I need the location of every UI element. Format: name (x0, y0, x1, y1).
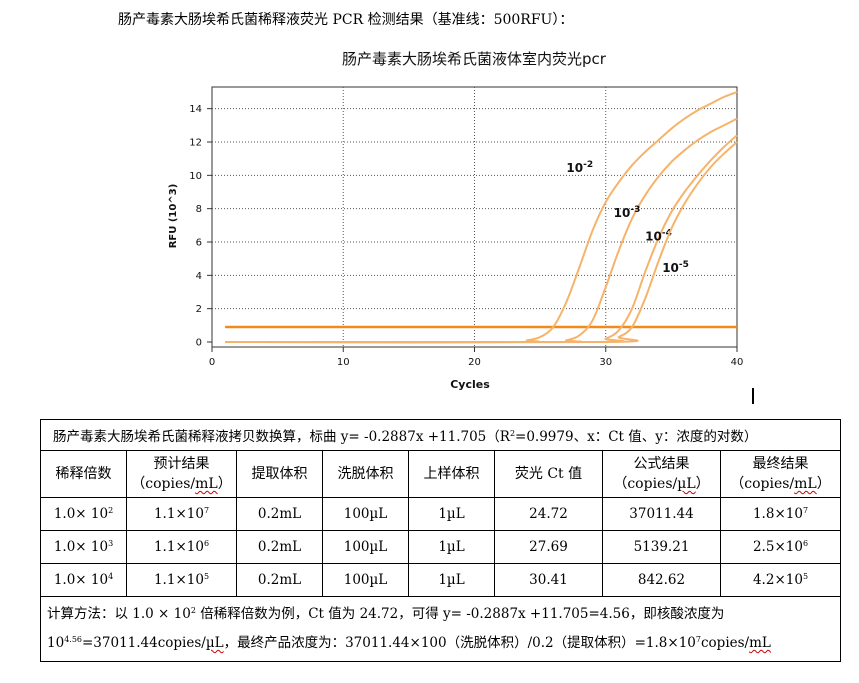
table-cell: 4.2×105 (720, 563, 841, 597)
table-cell: 24.72 (494, 497, 603, 531)
series-label-base: 10 (566, 161, 583, 175)
y-tick-label: 6 (196, 238, 202, 249)
y-tick-label: 8 (196, 204, 202, 215)
series-label: 10-2 (566, 160, 593, 175)
x-tick-label: 30 (599, 357, 612, 368)
table-cell: 100µL (322, 530, 409, 564)
y-tick-label: 14 (189, 104, 202, 115)
table-row: 1.0× 102 1.1×107 0.2mL 100µL 1µL 24.72 37011.4… (40, 497, 841, 531)
series-line-10-2 (225, 91, 738, 344)
y-axis-label: RFU (10^3) (168, 184, 179, 249)
chart-title: 肠产毒素大肠埃希氏菌液体室内荧光pcr (342, 50, 607, 68)
series-label-exponent: -2 (583, 160, 593, 170)
series-label-exponent: -4 (662, 228, 672, 238)
table-header-cell: 提取体积 (236, 450, 323, 498)
table-cell: 100µL (322, 563, 409, 597)
table-cell: 2.5×106 (720, 530, 841, 564)
table-cell: 27.69 (494, 530, 603, 564)
table-cell: 1.1×105 (126, 563, 237, 597)
table-cell: 37011.44 (602, 497, 721, 531)
table-header-cell: 上样体积 (408, 450, 495, 498)
series-label: 10-3 (614, 205, 641, 220)
document-heading: 肠产毒素大肠埃希氏菌稀释液荧光 PCR 检测结果（基准线：500RFU）： (118, 12, 574, 28)
table-cell: 1µL (408, 497, 495, 531)
series-label-base: 10 (614, 206, 631, 220)
series-label-base: 10 (662, 261, 679, 275)
series-label: 10-4 (645, 228, 672, 243)
table-cell: 1.1×106 (126, 530, 237, 564)
copy-number-table: 肠产毒素大肠埃希氏菌稀释液拷贝数换算，标曲 y= -0.2887x +11.70… (40, 419, 841, 662)
table-cell: 30.41 (494, 563, 603, 597)
y-tick-label: 2 (196, 304, 202, 315)
table-cell: 842.62 (602, 563, 721, 597)
table-header-cell: 预计结果 （copies/mL） (126, 450, 237, 498)
table-cell: 5139.21 (602, 530, 721, 564)
table-header-cell: 最终结果 （copies/mL） (720, 450, 841, 498)
table-cell: 1.0× 102 (40, 497, 127, 531)
table-cell: 1.0× 104 (40, 563, 127, 597)
table-cell: 100µL (322, 497, 409, 531)
series-label-exponent: -5 (679, 260, 689, 270)
text-cursor (752, 388, 754, 404)
table-cell: 1.1×107 (126, 497, 237, 531)
series-label-base: 10 (645, 229, 662, 243)
series-label-exponent: -3 (630, 205, 640, 215)
x-tick-label: 40 (731, 357, 744, 368)
table-cell: 1.8×107 (720, 497, 841, 531)
table-cell: 1µL (408, 530, 495, 564)
table-row: 1.0× 104 1.1×105 0.2mL 100µL 1µL 30.41 842.62 4… (40, 563, 841, 597)
table-caption: 肠产毒素大肠埃希氏菌稀释液拷贝数换算，标曲 y= -0.2887x +11.70… (40, 419, 841, 451)
table-header-row: 稀释倍数 预计结果 （copies/mL） 提取体积 洗脱体积 上样体积 荧光 Ct 值公式… (40, 450, 841, 498)
x-tick-label: 0 (209, 357, 215, 368)
x-axis-label: Cycles (450, 378, 490, 391)
x-tick-label: 20 (468, 357, 481, 368)
x-tick-label: 10 (337, 357, 350, 368)
series-label: 10-5 (662, 260, 689, 275)
table-cell: 1.0× 103 (40, 530, 127, 564)
table-cell: 0.2mL (236, 530, 323, 564)
y-tick-label: 0 (196, 338, 202, 349)
y-tick-label: 10 (189, 171, 202, 182)
y-tick-label: 4 (196, 271, 202, 282)
table-header-cell: 洗脱体积 (322, 450, 409, 498)
calculation-method: 计算方法：以 1.0 × 102 倍稀释倍数为例，Ct 值为 24.72，可得 … (40, 596, 841, 662)
series-line-10-5 (225, 141, 738, 344)
table-cell: 0.2mL (236, 563, 323, 597)
table-cell: 1µL (408, 563, 495, 597)
pcr-amplification-chart: 肠产毒素大肠埃希氏菌液体室内荧光pcr 0 10 20 30 40 0 2 4 6 8 10 12 14… (168, 50, 744, 391)
y-tick-label: 12 (189, 138, 202, 149)
table-header-cell: 稀释倍数 (40, 450, 127, 498)
table-cell: 0.2mL (236, 497, 323, 531)
table-header-cell: 荧光 Ct 值 (494, 450, 603, 498)
table-row: 1.0× 103 1.1×106 0.2mL 100µL 1µL 27.69 5139.21… (40, 530, 841, 564)
table-header-cell: 公式结果 （copies/µL） (602, 450, 721, 498)
